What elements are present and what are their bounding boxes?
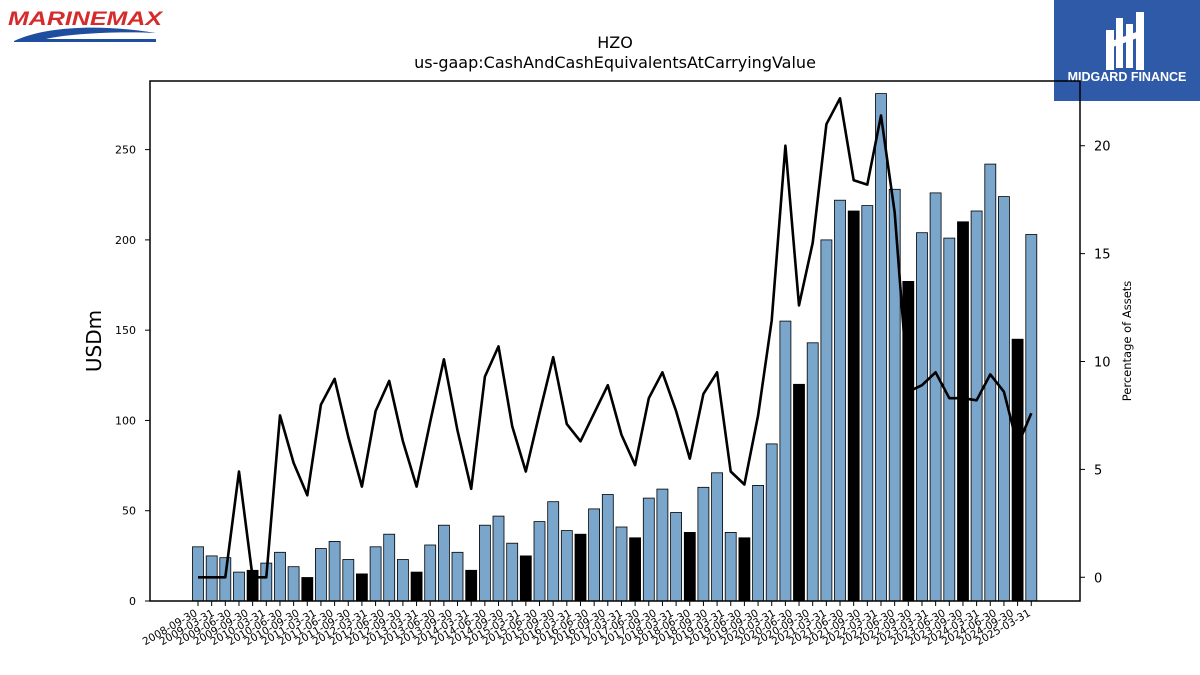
brand-wave-icon <box>14 27 156 42</box>
bar <box>724 532 737 602</box>
bar <box>752 484 764 602</box>
brand-logo: MARINEMAX <box>8 9 164 42</box>
partner-badge: MIDGARD FINANCE <box>1054 0 1200 101</box>
bar-highlight <box>847 210 860 602</box>
y-right-tick-label: 5 <box>1094 463 1102 478</box>
bar <box>642 497 655 602</box>
percentage-line <box>198 97 1033 579</box>
bar <box>970 210 983 602</box>
bar <box>861 205 874 602</box>
bar <box>820 239 833 602</box>
bar-highlight <box>793 383 805 602</box>
bar <box>875 93 887 602</box>
bar <box>943 237 956 602</box>
bar <box>533 521 546 602</box>
bar-highlight <box>957 221 969 602</box>
bar-highlight <box>738 537 751 602</box>
bar <box>916 232 928 602</box>
partner-emblem-icon <box>1106 12 1144 70</box>
line-layer <box>198 97 1033 579</box>
plot-frame <box>149 80 1081 602</box>
y-tick-label: 50 <box>122 505 136 518</box>
y-tick-label: 250 <box>115 144 136 157</box>
bar <box>274 551 286 602</box>
bar-highlight <box>410 571 423 602</box>
bar-highlight <box>355 573 368 602</box>
bar <box>396 559 409 602</box>
axes-layer: 050100150200250051015202008-09-302009-03… <box>115 140 1111 648</box>
bar <box>314 548 327 602</box>
bar <box>547 501 560 602</box>
bar-highlight <box>519 555 532 602</box>
bar <box>834 199 846 602</box>
bar <box>342 559 355 602</box>
bar <box>670 512 682 602</box>
bar <box>765 443 778 602</box>
y-tick-label: 200 <box>115 234 136 247</box>
bar-highlight <box>574 533 587 602</box>
y-tick-label: 100 <box>115 414 136 427</box>
bar <box>711 472 723 602</box>
bar <box>451 551 464 602</box>
y-right-tick-label: 0 <box>1094 571 1102 586</box>
bar <box>219 557 232 602</box>
bar <box>369 546 382 602</box>
bar <box>929 192 942 602</box>
bar <box>1025 234 1038 602</box>
bars-layer <box>192 93 1038 602</box>
bar <box>998 196 1010 602</box>
bar-highlight <box>683 532 696 602</box>
bar <box>588 508 600 602</box>
bar-highlight <box>629 537 641 602</box>
bar <box>424 544 437 602</box>
y-right-tick-label: 10 <box>1094 355 1111 370</box>
bar <box>383 533 396 602</box>
y-axis-right-label: Percentage of Assets <box>1120 281 1134 402</box>
bar <box>601 494 614 602</box>
bar <box>437 524 450 602</box>
bar <box>328 541 341 602</box>
bar <box>506 542 519 602</box>
bar <box>233 571 245 602</box>
y-axis-label: USDm <box>82 310 106 372</box>
brand-logo-text: MARINEMAX <box>8 9 164 30</box>
chart-title: HZO <box>597 33 633 52</box>
bar <box>492 515 505 602</box>
bar-highlight <box>465 569 478 602</box>
bar <box>287 566 300 602</box>
bar <box>560 530 573 602</box>
y-right-tick-label: 15 <box>1094 248 1111 263</box>
chart-subtitle: us-gaap:CashAndCashEquivalentsAtCarrying… <box>414 53 816 72</box>
bar <box>192 546 204 602</box>
bar-highlight <box>1011 338 1024 602</box>
partner-name: MIDGARD FINANCE <box>1068 70 1187 84</box>
bar <box>478 524 491 602</box>
y-tick-label: 150 <box>115 324 136 337</box>
bar <box>806 342 819 602</box>
bar <box>779 320 792 602</box>
bar-highlight <box>301 577 314 602</box>
bar <box>656 488 669 602</box>
y-tick-label: 0 <box>129 595 136 608</box>
bar <box>697 486 710 602</box>
y-right-tick-label: 20 <box>1094 140 1111 155</box>
bar <box>615 526 628 602</box>
